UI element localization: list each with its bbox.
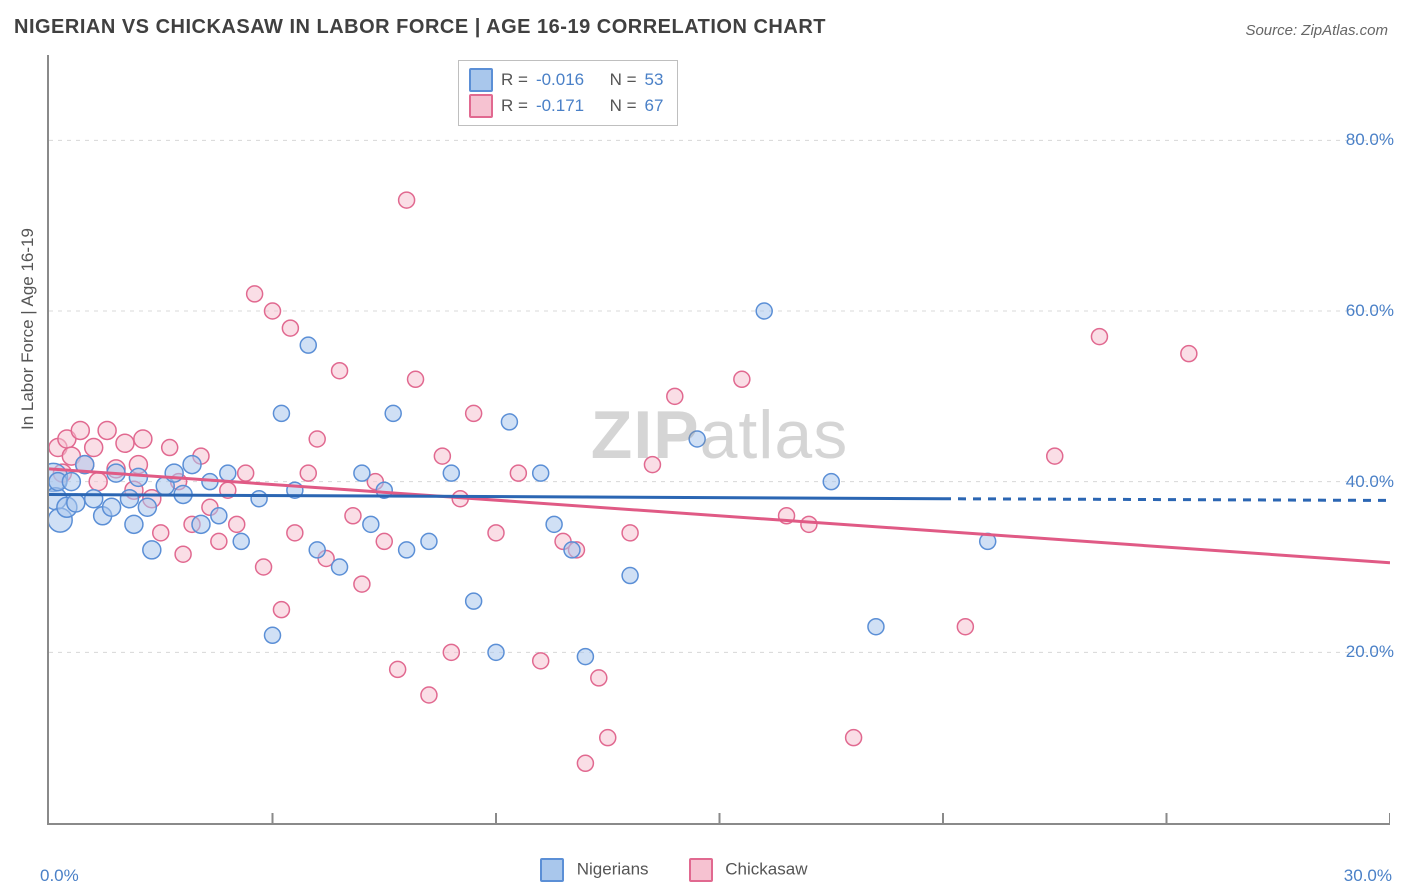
- legend-N-label-2: N =: [610, 93, 637, 119]
- legend-R-label-2: R =: [501, 93, 528, 119]
- legend-swatch-nigerians: [469, 68, 493, 92]
- legend-R-val-1: -0.016: [536, 67, 584, 93]
- x-tick-0: 0.0%: [40, 866, 79, 886]
- legend-N-val-2: 67: [645, 93, 664, 119]
- legend-row-1: R = -0.016 N = 53: [469, 67, 663, 93]
- legend-item-nigerians: Nigerians: [540, 858, 649, 882]
- legend-item-chickasaw: Chickasaw: [689, 858, 808, 882]
- y-tick-20: 20.0%: [1346, 642, 1394, 662]
- y-axis-label: In Labor Force | Age 16-19: [18, 228, 38, 430]
- source-label: Source: ZipAtlas.com: [1245, 22, 1388, 39]
- legend-label-chickasaw: Chickasaw: [725, 859, 807, 878]
- y-tick-60: 60.0%: [1346, 301, 1394, 321]
- plot-area: ZIPatlas: [47, 55, 1390, 825]
- legend-R-label-1: R =: [501, 67, 528, 93]
- legend-stats: R = -0.016 N = 53 R = -0.171 N = 67: [458, 60, 678, 126]
- chart-title: NIGERIAN VS CHICKASAW IN LABOR FORCE | A…: [14, 16, 826, 39]
- legend-swatch2-nigerians: [540, 858, 564, 882]
- y-tick-80: 80.0%: [1346, 130, 1394, 150]
- x-tick-1: 30.0%: [1344, 866, 1392, 886]
- legend-swatch-chickasaw: [469, 94, 493, 118]
- legend-swatch2-chickasaw: [689, 858, 713, 882]
- legend-N-label-1: N =: [610, 67, 637, 93]
- y-tick-40: 40.0%: [1346, 472, 1394, 492]
- legend-label-nigerians: Nigerians: [577, 859, 649, 878]
- legend-bottom: Nigerians Chickasaw: [540, 858, 807, 882]
- legend-R-val-2: -0.171: [536, 93, 584, 119]
- legend-N-val-1: 53: [645, 67, 664, 93]
- legend-row-2: R = -0.171 N = 67: [469, 93, 663, 119]
- scatter-svg: [49, 55, 1390, 823]
